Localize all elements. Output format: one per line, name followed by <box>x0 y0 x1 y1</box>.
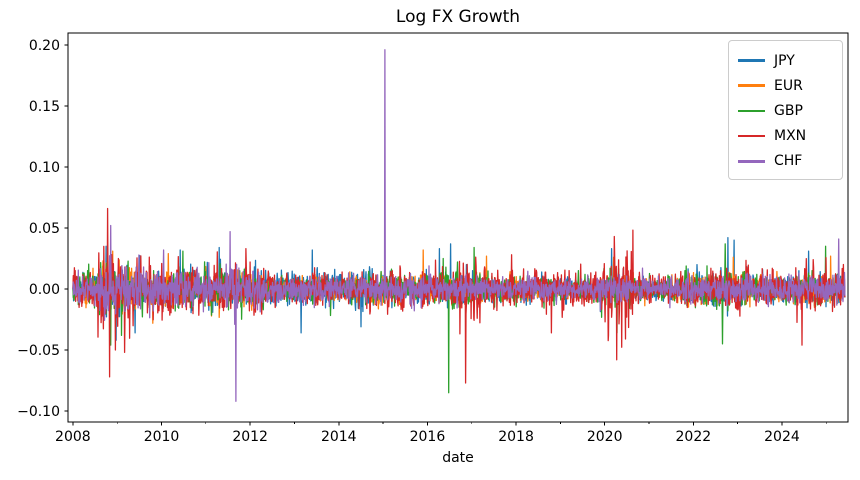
legend-swatch-line <box>738 59 765 62</box>
legend-label: JPY <box>774 52 795 69</box>
y-tick-label-0.15: 0.15 <box>29 99 60 115</box>
legend-label: EUR <box>774 77 803 94</box>
y-tick-label-−0.05: −0.05 <box>17 343 60 359</box>
legend-label: MXN <box>774 128 807 145</box>
legend-entry-gbp: GBP <box>738 98 833 123</box>
x-tick-label-2024: 2024 <box>764 429 800 445</box>
legend-entry-eur: EUR <box>738 73 833 98</box>
x-tick-label-2008: 2008 <box>55 429 91 445</box>
legend-entry-chf: CHF <box>738 149 833 174</box>
legend-swatch-line <box>738 134 765 138</box>
legend: JPY EUR GBP MXN CHF <box>728 40 843 180</box>
x-tick-label-2022: 2022 <box>676 429 712 445</box>
y-tick-label-0.05: 0.05 <box>29 221 60 237</box>
y-tick-label-0.00: 0.00 <box>29 282 60 298</box>
x-tick-label-2016: 2016 <box>410 429 446 445</box>
y-tick-label-0.20: 0.20 <box>29 38 60 54</box>
legend-swatch-line <box>738 109 765 113</box>
series-line-chf <box>72 49 846 402</box>
y-tick-label-0.10: 0.10 <box>29 160 60 176</box>
legend-entry-mxn: MXN <box>738 124 833 149</box>
legend-entry-jpy: JPY <box>738 48 833 73</box>
legend-label: GBP <box>774 102 803 119</box>
chart-title: Log FX Growth <box>395 7 521 27</box>
legend-swatch-line <box>738 84 765 88</box>
x-tick-label-2020: 2020 <box>587 429 623 445</box>
legend-swatch-line <box>738 160 765 163</box>
x-tick-label-2010: 2010 <box>144 429 180 445</box>
y-tick-label-−0.10: −0.10 <box>17 404 60 420</box>
x-axis-label: date <box>442 450 474 466</box>
x-tick-label-2012: 2012 <box>232 429 268 445</box>
legend-label: CHF <box>774 153 803 170</box>
x-tick-label-2018: 2018 <box>498 429 534 445</box>
x-tick-label-2014: 2014 <box>321 429 357 445</box>
